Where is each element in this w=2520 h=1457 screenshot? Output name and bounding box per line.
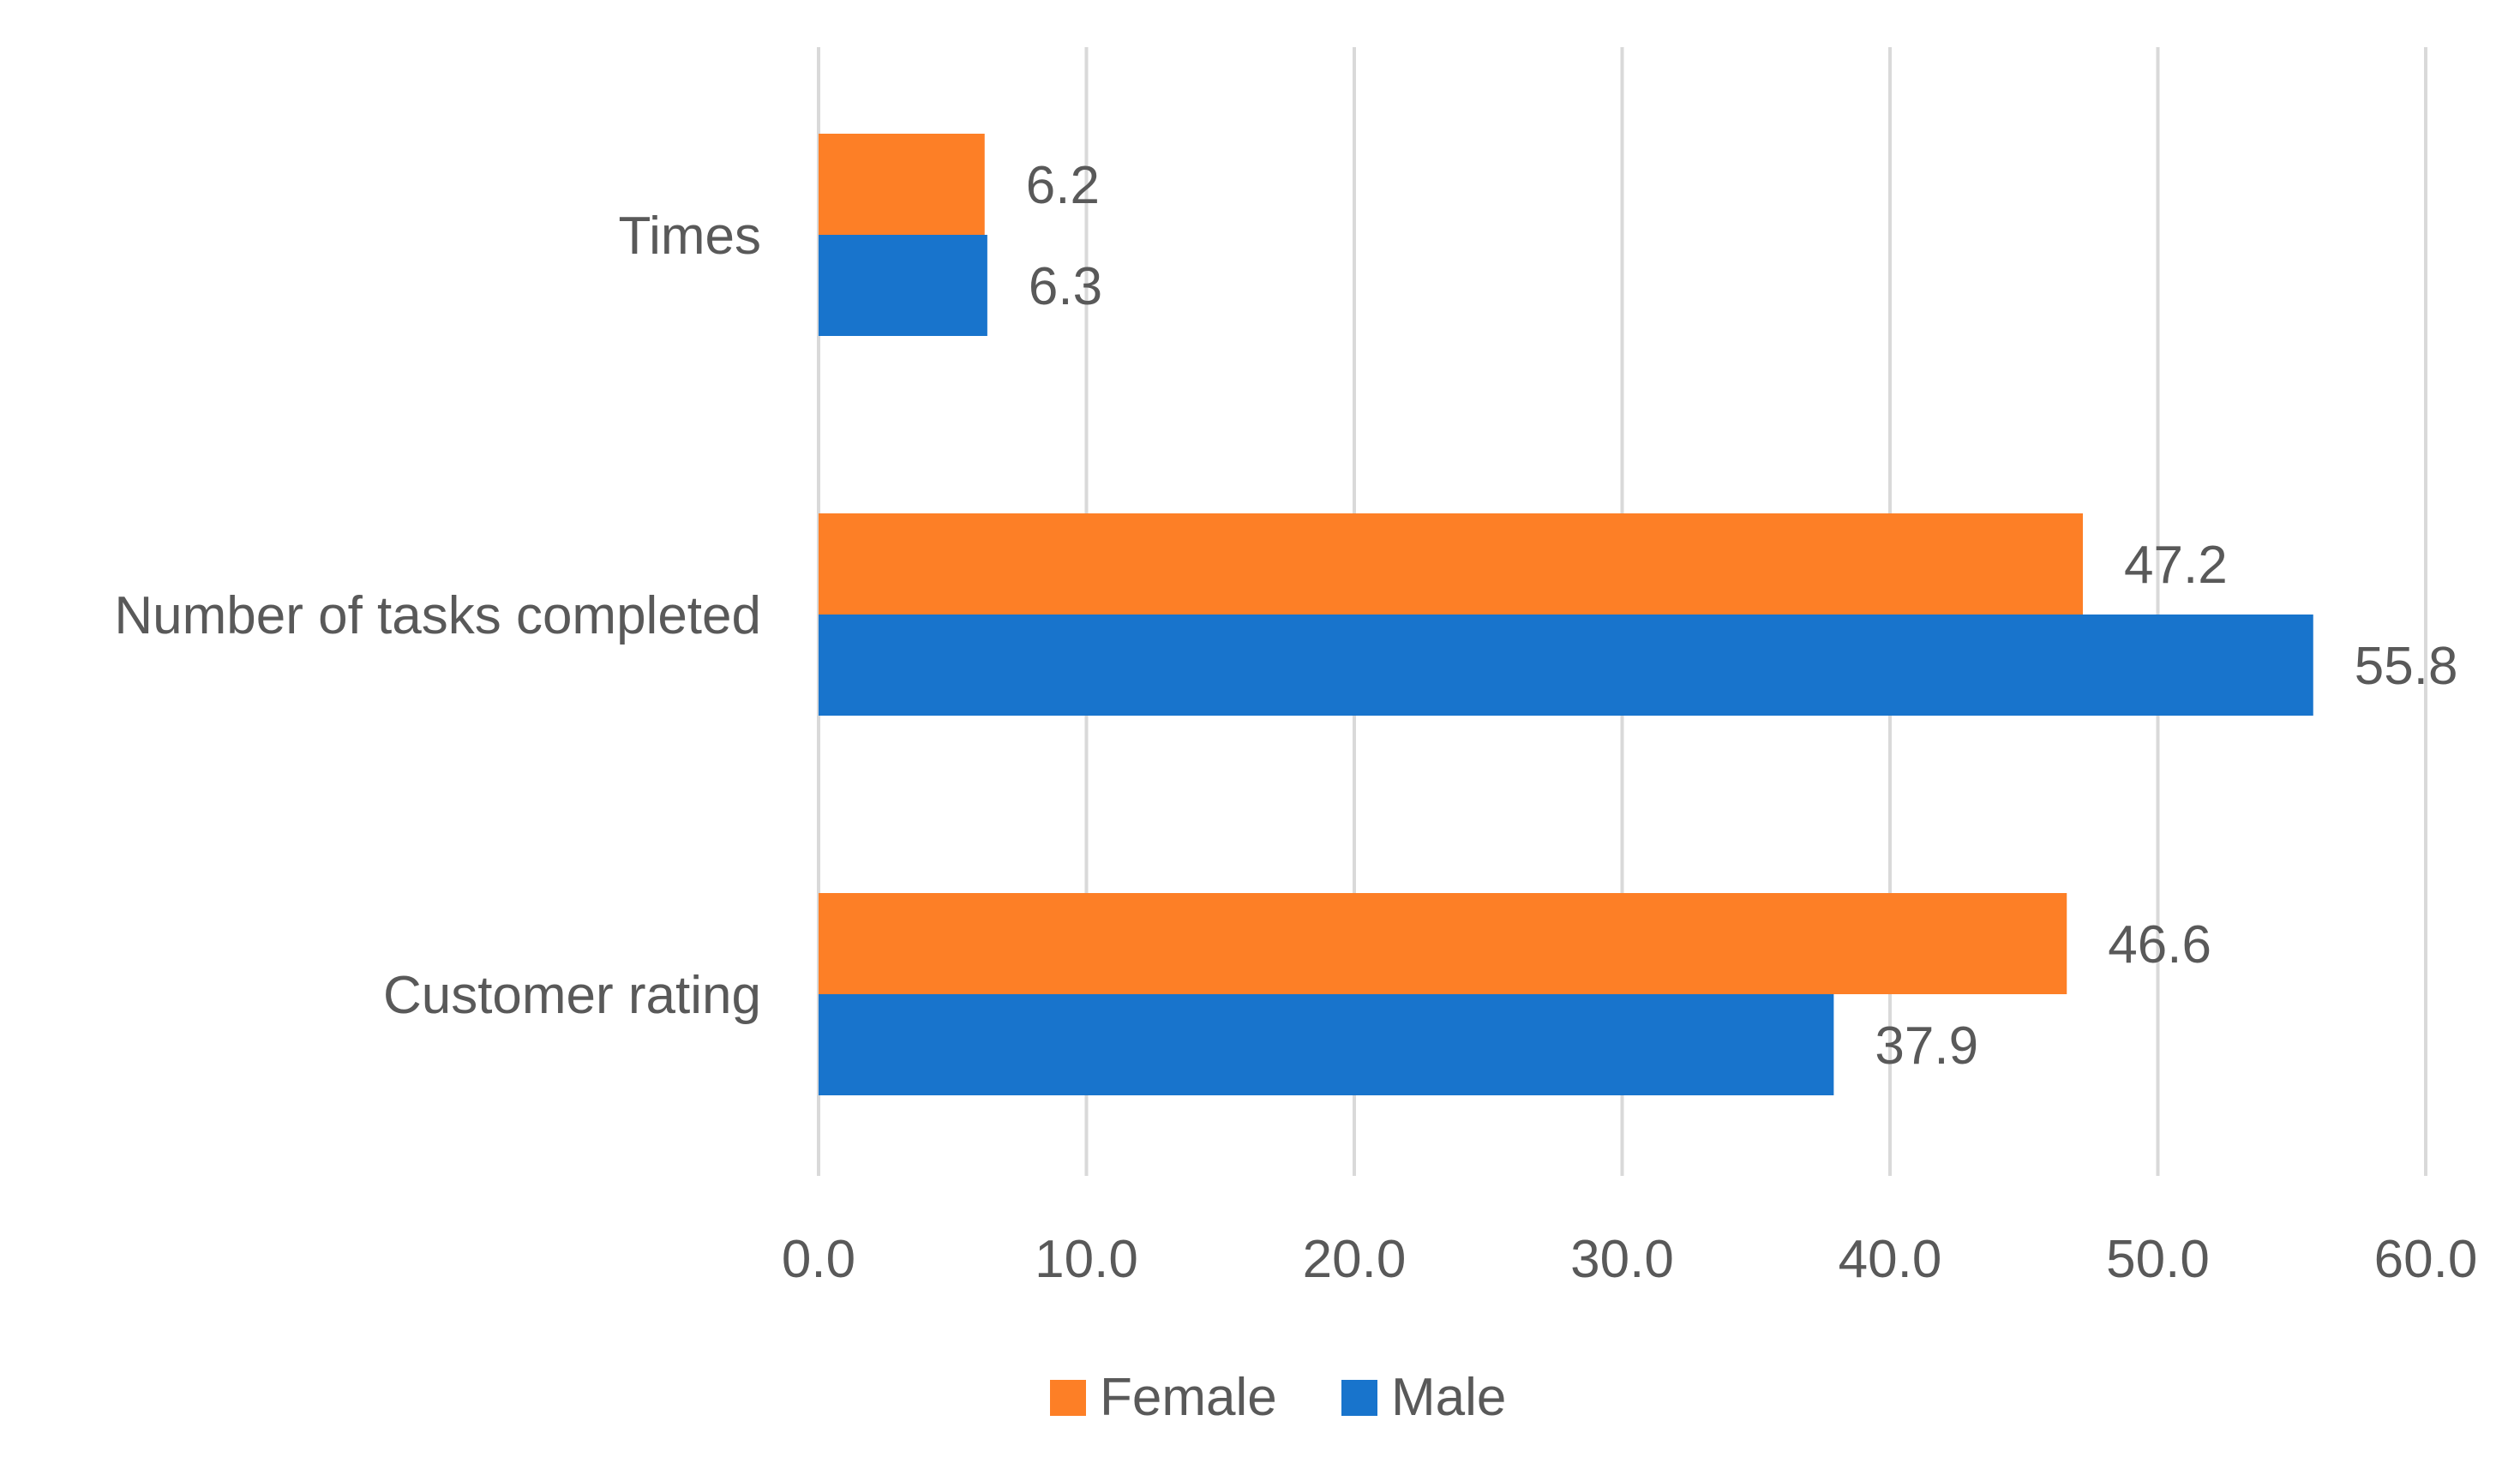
- value-axis: 0.0 10.0 20.0 30.0 40.0 50.0 60.0: [782, 1230, 2477, 1289]
- x-tick-label: 40.0: [1839, 1230, 1942, 1289]
- category-label: Number of tasks completed: [114, 586, 761, 645]
- x-tick-label: 20.0: [1303, 1230, 1407, 1289]
- bars: [819, 134, 2313, 1095]
- x-tick-label: 50.0: [2106, 1230, 2210, 1289]
- data-label: 46.6: [2108, 915, 2211, 974]
- legend-swatch-male: [1341, 1380, 1377, 1416]
- bar-male: [819, 235, 987, 336]
- x-tick-label: 60.0: [2374, 1230, 2478, 1289]
- bar-male: [819, 994, 1834, 1095]
- data-label: 47.2: [2124, 536, 2228, 595]
- x-tick-label: 10.0: [1035, 1230, 1138, 1289]
- bar-male: [819, 615, 2313, 716]
- data-label: 6.3: [1029, 257, 1102, 316]
- data-label: 37.9: [1875, 1016, 1978, 1076]
- x-tick-label: 0.0: [782, 1230, 855, 1289]
- x-tick-label: 30.0: [1570, 1230, 1674, 1289]
- bar-female: [819, 893, 2067, 994]
- bar-female: [819, 134, 985, 235]
- data-labels: 6.2 6.3 47.2 55.8 46.6 37.9: [1026, 156, 2458, 1076]
- category-label: Customer rating: [383, 966, 761, 1025]
- data-label: 6.2: [1026, 156, 1100, 215]
- bar-female: [819, 513, 2083, 615]
- legend-label-male: Male: [1391, 1368, 1506, 1427]
- legend-swatch-female: [1050, 1380, 1086, 1416]
- data-label: 55.8: [2355, 637, 2458, 696]
- legend: Female Male: [1050, 1368, 1506, 1427]
- category-label: Times: [619, 207, 761, 266]
- category-axis: Times Number of tasks completed Customer r…: [114, 207, 761, 1025]
- legend-label-female: Female: [1100, 1368, 1277, 1427]
